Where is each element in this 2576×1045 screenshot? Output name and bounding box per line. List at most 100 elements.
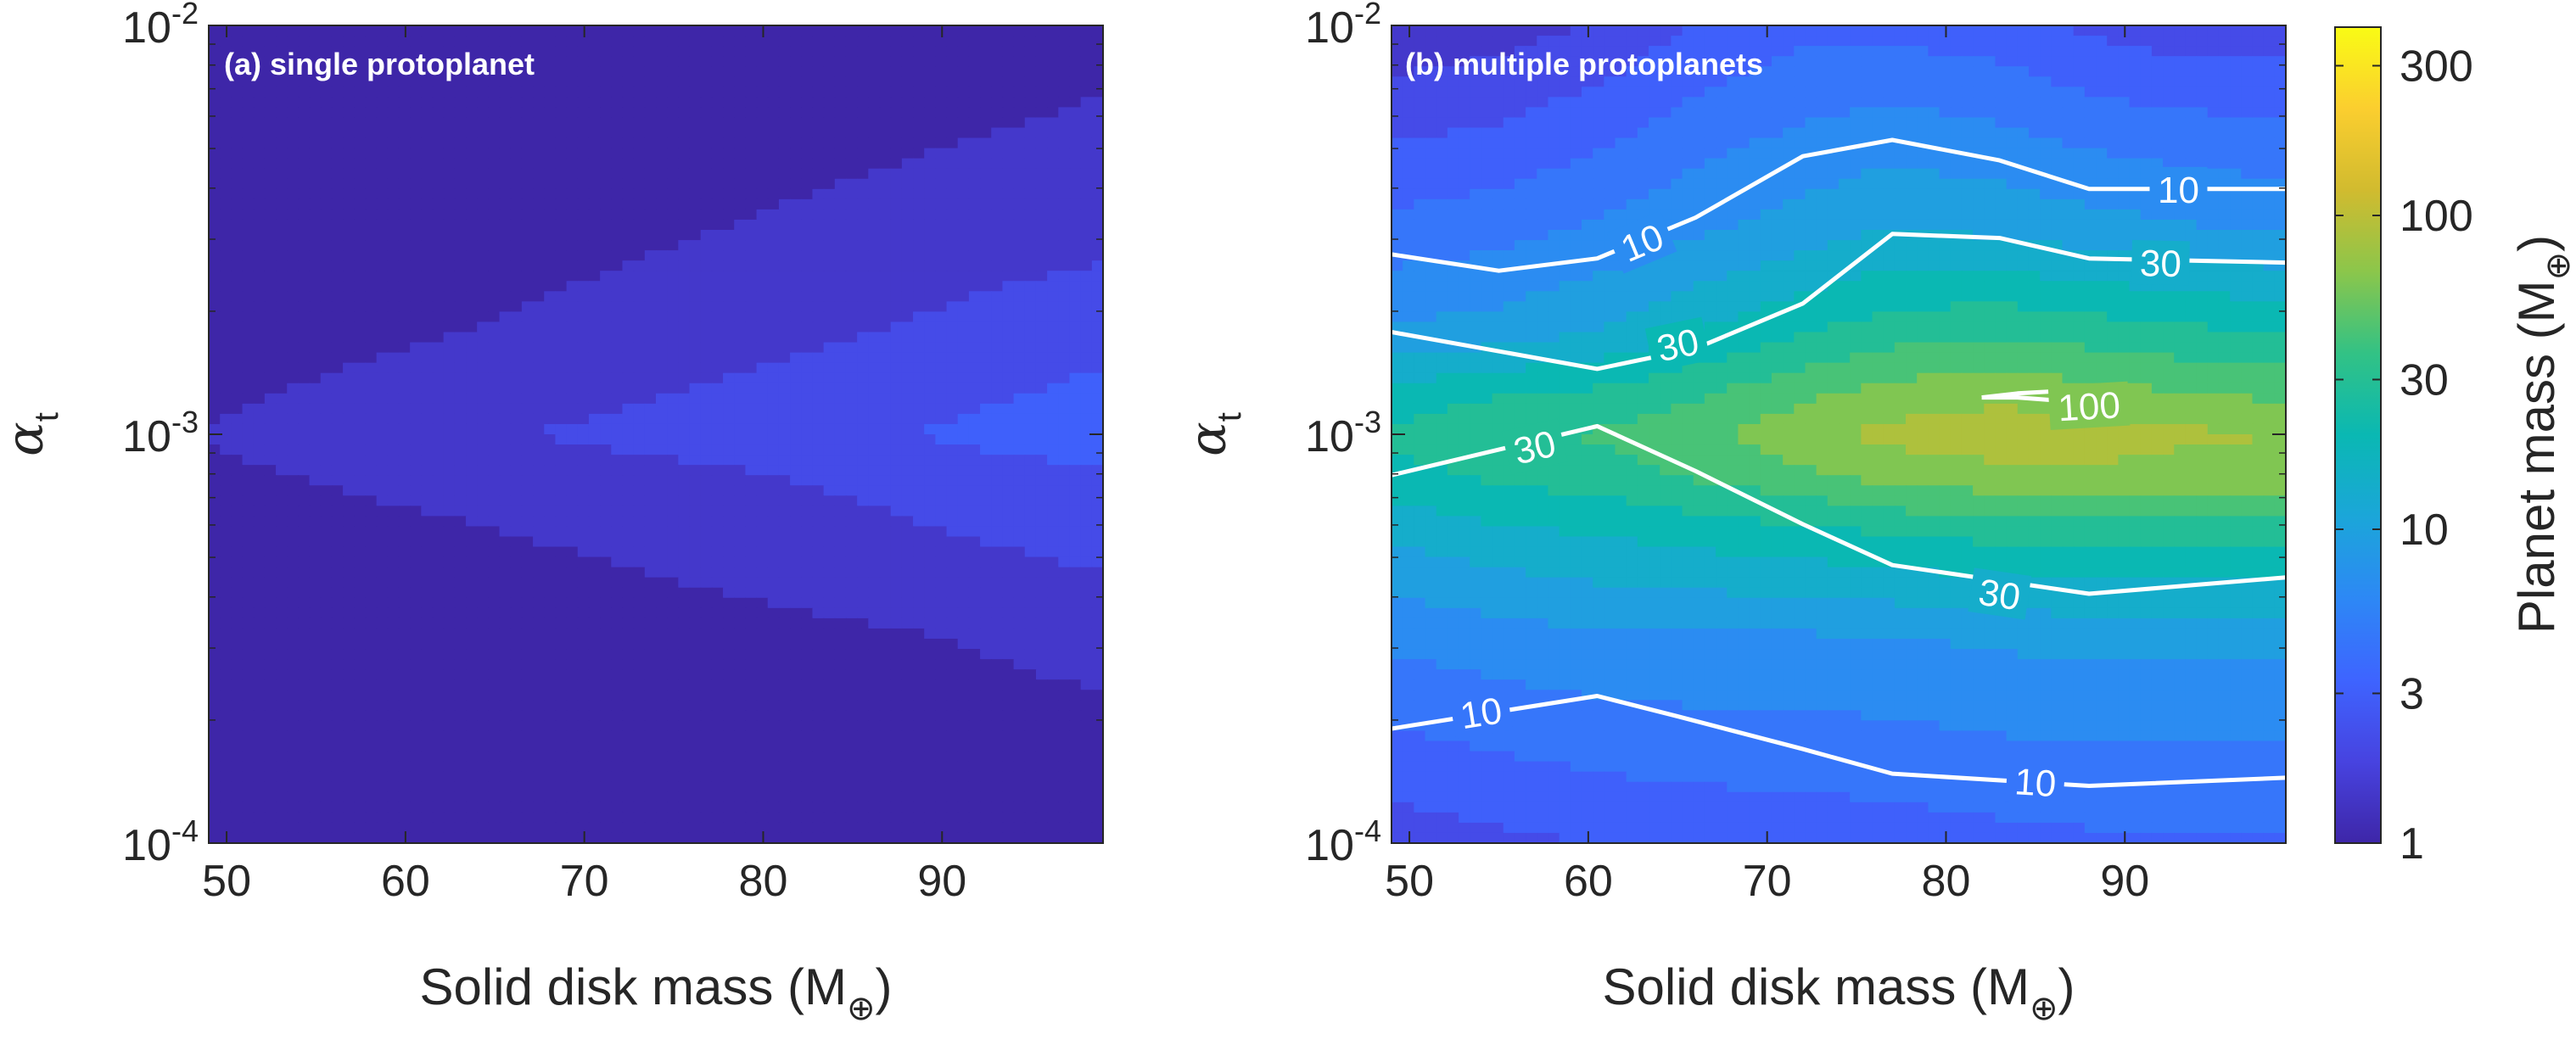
contour-cell xyxy=(644,465,657,476)
contour-cell xyxy=(209,188,221,200)
contour-cell xyxy=(622,291,635,302)
contour-cell xyxy=(544,413,557,425)
contour-cell xyxy=(331,526,344,538)
contour-cell xyxy=(488,423,501,435)
contour-cell xyxy=(1058,291,1071,302)
contour-cell xyxy=(1091,56,1103,67)
contour-cell xyxy=(678,607,691,619)
contour-cell xyxy=(756,271,769,282)
contour-cell xyxy=(913,352,925,364)
contour-cell xyxy=(745,587,758,599)
contour-cell xyxy=(656,607,668,619)
contour-cell xyxy=(767,36,780,47)
contour-cell xyxy=(778,465,791,476)
contour-cell xyxy=(253,97,266,108)
contour-cell xyxy=(331,178,344,190)
contour-cell xyxy=(711,281,724,292)
contour-cell xyxy=(913,56,925,67)
contour-cell xyxy=(656,56,668,67)
contour-cell xyxy=(968,372,981,384)
contour-cell xyxy=(231,158,244,170)
contour-cell xyxy=(656,87,668,98)
contour-cell xyxy=(320,639,333,650)
contour-cell xyxy=(331,455,344,466)
contour-cell xyxy=(566,127,579,139)
contour-cell xyxy=(845,219,858,231)
contour-cell xyxy=(1002,607,1015,619)
contour-cell xyxy=(264,271,277,282)
contour-cell xyxy=(331,281,344,292)
contour-cell xyxy=(901,352,914,364)
contour-cell xyxy=(879,587,892,599)
contour-cell xyxy=(845,76,858,87)
contour-cell xyxy=(1002,434,1015,445)
contour-cell xyxy=(879,76,892,87)
contour-cell xyxy=(834,76,847,87)
contour-cell xyxy=(879,198,892,210)
contour-cell xyxy=(566,87,579,98)
contour-cell xyxy=(678,577,691,589)
contour-cell xyxy=(1024,250,1037,261)
contour-cell xyxy=(510,301,523,312)
contour-cell xyxy=(287,25,300,36)
contour-cell xyxy=(1058,536,1071,548)
contour-cell xyxy=(1069,301,1082,312)
contour-cell xyxy=(510,403,523,415)
contour-cell xyxy=(376,434,389,445)
contour-cell xyxy=(935,649,948,660)
contour-cell xyxy=(499,403,512,415)
contour-cell xyxy=(946,168,959,180)
contour-cell xyxy=(577,148,590,159)
contour-cell xyxy=(376,423,389,435)
contour-cell xyxy=(946,46,959,57)
contour-cell xyxy=(957,526,970,538)
contour-cell xyxy=(1047,250,1059,261)
contour-cell xyxy=(689,649,702,660)
contour-cell xyxy=(533,158,545,170)
contour-cell xyxy=(868,597,881,609)
contour-cell xyxy=(432,434,445,445)
contour-cell xyxy=(678,403,691,415)
contour-cell xyxy=(980,25,992,36)
contour-cell xyxy=(1002,362,1015,374)
contour-cell xyxy=(1047,352,1059,364)
contour-cell xyxy=(1058,639,1071,650)
contour-cell xyxy=(331,393,344,405)
contour-cell xyxy=(745,281,758,292)
contour-cell xyxy=(656,455,668,466)
contour-cell xyxy=(644,649,657,660)
contour-cell xyxy=(879,372,892,384)
contour-cell xyxy=(667,97,679,108)
contour-cell xyxy=(410,372,422,384)
contour-cell xyxy=(432,25,445,36)
contour-cell xyxy=(890,577,903,589)
contour-cell xyxy=(209,434,221,445)
contour-cell xyxy=(1047,413,1059,425)
contour-cell xyxy=(711,556,724,568)
contour-cell xyxy=(387,148,400,159)
contour-cell xyxy=(812,46,825,57)
contour-cell xyxy=(521,311,534,323)
contour-cell xyxy=(287,250,300,261)
contour-cell xyxy=(354,546,367,558)
contour-cell xyxy=(544,577,557,589)
contour-cell xyxy=(968,628,981,640)
contour-cell xyxy=(454,516,467,528)
contour-cell xyxy=(946,628,959,640)
contour-cell xyxy=(1058,87,1071,98)
contour-cell xyxy=(1013,209,1026,221)
contour-cell xyxy=(499,260,512,271)
contour-cell xyxy=(432,332,445,344)
contour-cell xyxy=(298,352,311,364)
contour-cell xyxy=(365,659,378,670)
contour-cell xyxy=(656,230,668,241)
contour-cell xyxy=(991,607,1004,619)
contour-cell xyxy=(220,87,232,98)
contour-cell xyxy=(544,506,557,517)
contour-cell xyxy=(220,46,232,57)
contour-cell xyxy=(1091,209,1103,221)
contour-cell xyxy=(700,352,713,364)
contour-cell xyxy=(376,46,389,57)
contour-cell xyxy=(488,158,501,170)
contour-cell xyxy=(510,178,523,190)
